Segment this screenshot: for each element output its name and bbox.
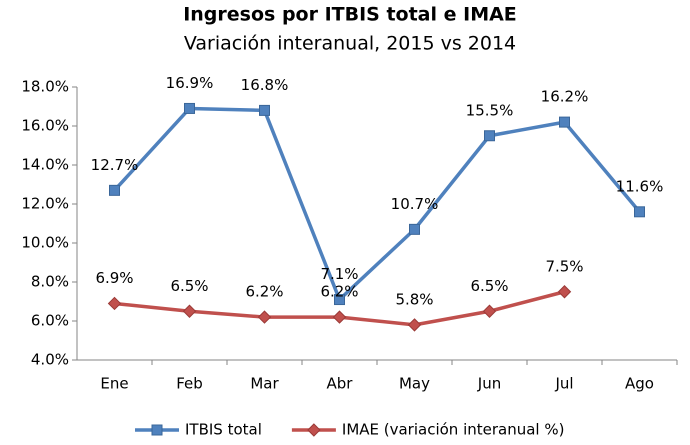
data-point	[332, 310, 347, 324]
chart-subtitle: Variación interanual, 2015 vs 2014	[184, 33, 516, 55]
data-label: 7.5%	[545, 257, 583, 275]
x-tick-label: May	[399, 375, 430, 393]
x-tick-label: Ene	[100, 375, 128, 393]
data-label: 6.2%	[320, 283, 358, 301]
data-label: 11.6%	[616, 177, 664, 195]
data-point	[257, 310, 272, 324]
y-tick-label: 16.0%	[21, 117, 69, 135]
legend-label: ITBIS total	[185, 421, 262, 439]
data-label: 16.9%	[166, 74, 214, 92]
data-label: 6.2%	[245, 283, 283, 301]
data-point	[109, 184, 120, 196]
data-point	[407, 318, 422, 332]
data-point	[557, 285, 572, 299]
x-tick-label: Ago	[625, 375, 654, 393]
legend-label: IMAE (variación interanual %)	[342, 421, 565, 439]
data-label: 6.9%	[95, 269, 133, 287]
x-tick-label: Jun	[477, 375, 501, 393]
data-label: 10.7%	[391, 195, 439, 213]
data-label: 6.5%	[170, 277, 208, 295]
y-tick-label: 8.0%	[31, 273, 69, 291]
data-point	[484, 130, 495, 142]
data-label: 12.7%	[91, 156, 139, 174]
x-tick-label: Jul	[554, 375, 573, 393]
series-line	[113, 106, 641, 302]
data-point	[559, 116, 570, 128]
data-label: 5.8%	[395, 290, 433, 308]
data-label: 6.5%	[470, 277, 508, 295]
y-tick-label: 14.0%	[21, 156, 69, 174]
x-tick-label: Abr	[327, 375, 354, 393]
legend-marker	[151, 424, 163, 436]
y-tick-label: 4.0%	[31, 351, 69, 369]
chart-title: Ingresos por ITBIS total e IMAE	[183, 4, 517, 26]
y-tick-label: 6.0%	[31, 312, 69, 330]
data-label: 7.1%	[320, 265, 358, 283]
legend-marker	[307, 423, 321, 437]
x-tick-label: Mar	[250, 375, 279, 393]
y-tick-label: 10.0%	[21, 234, 69, 252]
data-point	[182, 304, 197, 318]
data-label: 16.2%	[541, 88, 589, 106]
y-tick-label: 12.0%	[21, 195, 69, 213]
data-point	[259, 104, 270, 116]
data-point	[107, 296, 122, 311]
data-point	[634, 206, 645, 218]
data-label: 16.8%	[241, 76, 289, 94]
data-point	[184, 102, 195, 114]
data-point	[409, 223, 420, 235]
y-tick-label: 18.0%	[21, 78, 69, 96]
data-point	[482, 304, 497, 318]
x-tick-label: Feb	[176, 375, 203, 393]
data-label: 15.5%	[466, 101, 514, 119]
data-point	[334, 294, 345, 306]
